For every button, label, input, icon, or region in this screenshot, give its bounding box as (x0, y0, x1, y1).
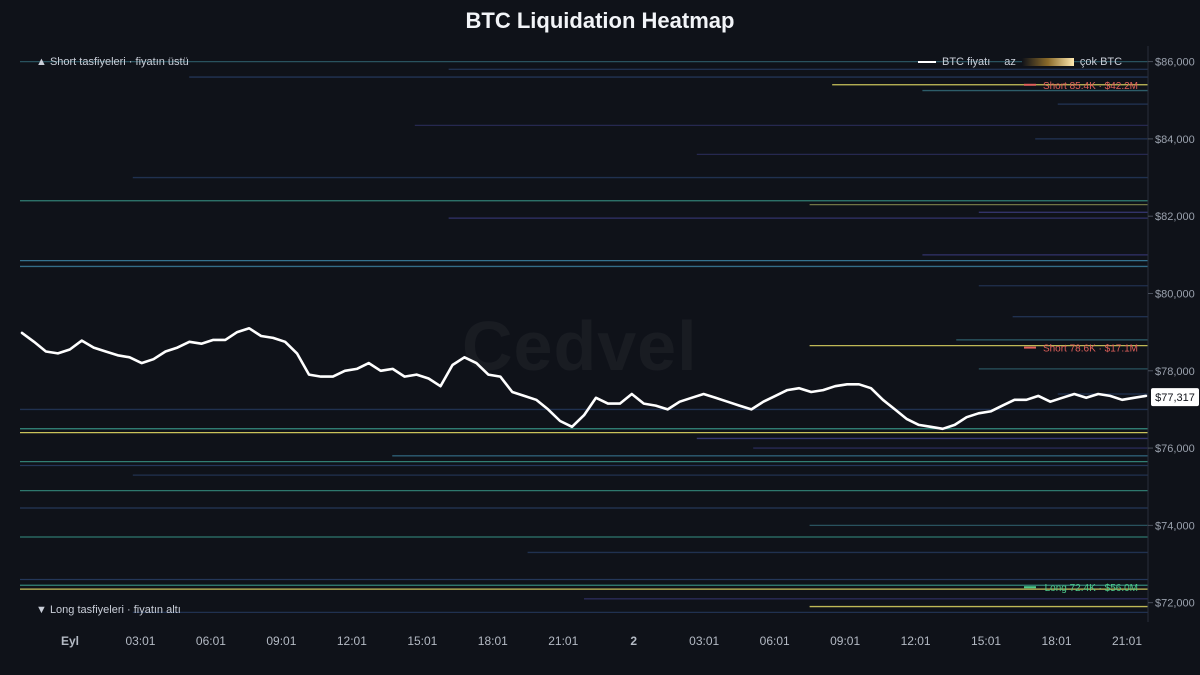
current-price-tag (1151, 388, 1199, 407)
btc-price-line (20, 327, 1148, 431)
legend-high-label: çok BTC (1079, 56, 1123, 68)
x-tick-label: 21:01 (1112, 634, 1142, 648)
x-tick-label: 15:01 (971, 634, 1001, 648)
x-tick-label: 03:01 (689, 634, 719, 648)
y-tick-label: $78,000 (1155, 366, 1195, 378)
x-tick-label: 03:01 (125, 634, 155, 648)
liquidation-levels (20, 60, 1148, 613)
x-tick-label: 06:01 (760, 634, 790, 648)
annotation-label: Long 72.4K · $56.0M (1045, 583, 1138, 594)
x-tick-label: 06:01 (196, 634, 226, 648)
chart-title: BTC Liquidation Heatmap (465, 8, 735, 33)
x-tick-label: 09:01 (266, 634, 296, 648)
x-axis: Eyl 03:01 06:01 09:01 12:01 15:01 18:01 21:01 2 0… (61, 634, 1142, 648)
price-series: $77,317 (20, 327, 1199, 431)
y-tick-label: $84,000 (1155, 134, 1195, 146)
short-zone-label: ▲ Short tasfiyeleri · fiyatın üstü (36, 56, 189, 68)
x-tick-label: Eyl (61, 634, 79, 648)
annotations: Short 85.4K · $42.2M Short 78.6K · $17.1M… (1024, 81, 1138, 594)
y-tick-label: $72,000 (1155, 598, 1195, 610)
annotation-label: Short 78.6K · $17.1M (1043, 344, 1138, 355)
current-price-label: $77,317 (1155, 392, 1195, 404)
legend-low-label: az (1004, 56, 1016, 68)
x-tick-label: 18:01 (1042, 634, 1072, 648)
y-tick-label: $86,000 (1155, 57, 1195, 69)
annotation-label: Short 85.4K · $42.2M (1043, 81, 1138, 92)
x-tick-label: 2 (630, 634, 637, 648)
x-tick-label: 12:01 (901, 634, 931, 648)
x-tick-label: 09:01 (830, 634, 860, 648)
y-tick-label: $74,000 (1155, 520, 1195, 532)
y-tick-label: $76,000 (1155, 443, 1195, 455)
x-tick-label: 21:01 (548, 634, 578, 648)
long-zone-label: ▼ Long tasfiyeleri · fiyatın altı (36, 604, 181, 616)
legend-line-swatch (918, 61, 936, 63)
x-tick-label: 12:01 (337, 634, 367, 648)
y-axis: $86,000 $84,000 $82,000 $80,000 $78,000 $76,0… (1147, 46, 1195, 622)
y-tick-label: $82,000 (1155, 211, 1195, 223)
y-tick-label: $80,000 (1155, 288, 1195, 300)
x-tick-label: 15:01 (407, 634, 437, 648)
legend-line-label: BTC fiyatı (942, 56, 991, 68)
legend: BTC fiyatı az çok BTC (918, 56, 1122, 68)
legend-gradient (1021, 58, 1074, 66)
x-tick-label: 18:01 (478, 634, 508, 648)
watermark: Cedvel (462, 306, 698, 386)
